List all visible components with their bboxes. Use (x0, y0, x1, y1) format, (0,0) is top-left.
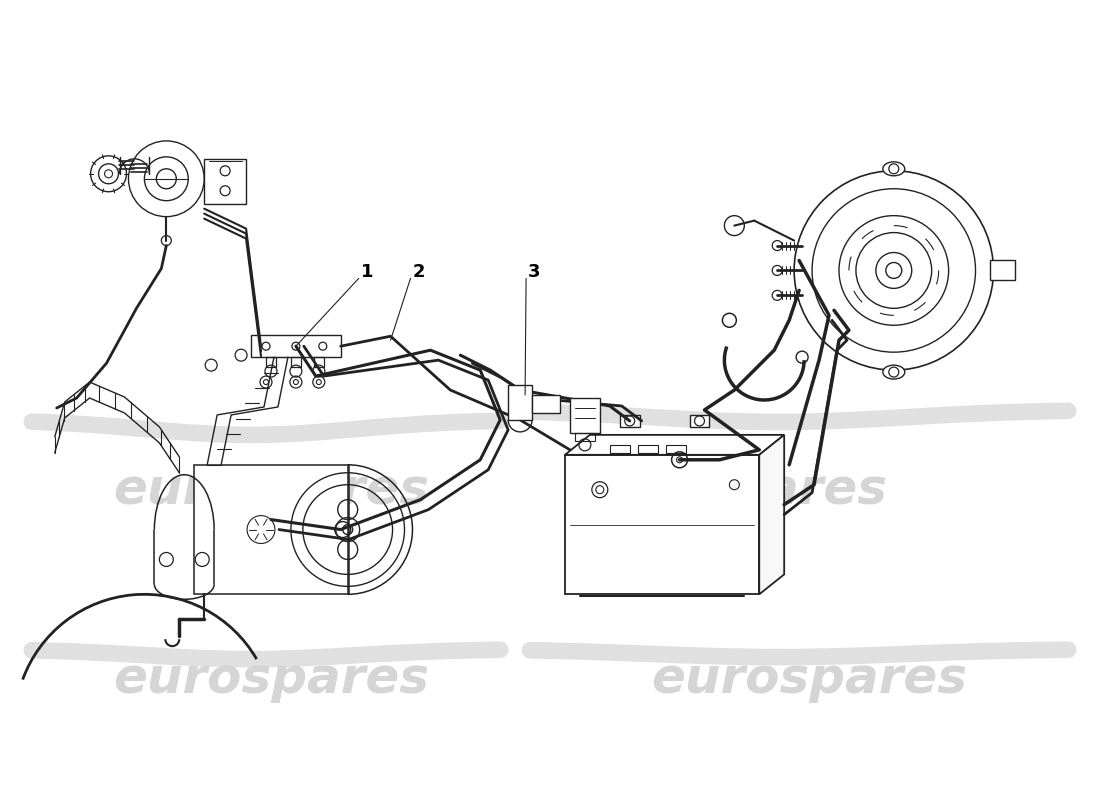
Bar (609, 445, 629, 453)
Bar (666, 445, 685, 453)
Bar (266, 357, 276, 367)
Bar (575, 433, 595, 441)
Bar (508, 385, 532, 420)
Text: 1: 1 (361, 263, 373, 282)
Bar (638, 445, 658, 453)
Text: 3: 3 (528, 263, 540, 282)
Bar (290, 357, 301, 367)
Polygon shape (759, 435, 784, 594)
Bar (570, 398, 600, 433)
Text: eurospares: eurospares (113, 655, 429, 703)
Polygon shape (205, 159, 246, 204)
Ellipse shape (883, 162, 905, 176)
Bar (990, 261, 1015, 281)
Text: 2: 2 (412, 263, 425, 282)
Ellipse shape (883, 365, 905, 379)
Polygon shape (565, 435, 784, 455)
Text: eurospares: eurospares (571, 466, 888, 514)
Bar (690, 415, 710, 427)
Bar (619, 415, 640, 427)
Bar (314, 357, 323, 367)
Text: eurospares: eurospares (113, 466, 429, 514)
Bar (532, 395, 560, 413)
Text: eurospares: eurospares (651, 655, 967, 703)
Bar (565, 455, 759, 594)
Bar (251, 335, 341, 357)
Bar (195, 465, 349, 594)
